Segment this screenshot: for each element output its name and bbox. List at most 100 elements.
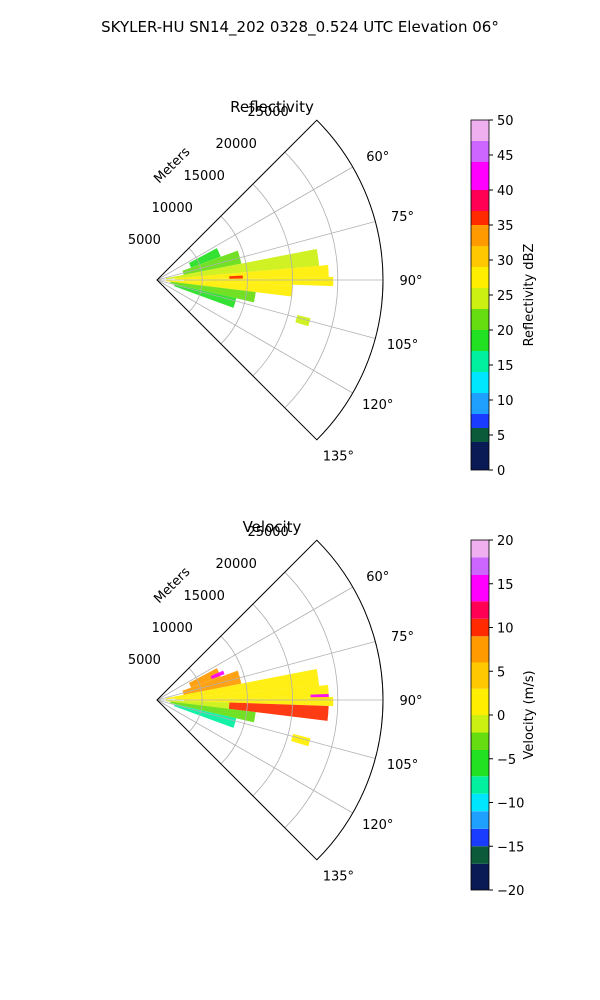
colorbar-tick-label: 10: [497, 622, 514, 637]
azimuth-spoke: [156, 699, 376, 759]
azimuth-tick-label: 75°: [391, 210, 414, 225]
echo-cell: [228, 702, 329, 721]
colorbar-swatch: [471, 309, 489, 330]
echo-cell: [184, 696, 334, 707]
colorbar-swatch: [471, 162, 489, 190]
echo-cell: [165, 668, 320, 700]
azimuth-spoke: [156, 699, 353, 814]
colorbar-tick-label: 50: [497, 114, 514, 129]
colorbar-swatch: [471, 442, 489, 470]
echo-cell: [182, 250, 242, 275]
colorbar-swatch: [471, 793, 489, 812]
azimuth-tick-label: 90°: [399, 274, 422, 289]
radial-tick-label: 15000: [184, 169, 225, 184]
colorbar: 0 5 10 15 20 25 30 35 40 45 50 Reflectivity dBZ: [470, 114, 537, 479]
radial-tick-label: 5000: [128, 653, 161, 668]
echo-cell: [184, 276, 334, 287]
colorbar-swatch: [471, 662, 489, 689]
panel-title: Reflectivity: [230, 98, 314, 116]
figure-title: SKYLER-HU SN14_202 0328_0.524 UTC Elevat…: [101, 18, 499, 37]
colorbar-swatch: [471, 330, 489, 351]
colorbar-swatch: [471, 351, 489, 372]
colorbar-swatch: [471, 372, 489, 393]
colorbar-tick-label: −20: [497, 884, 524, 899]
colorbar-swatch: [471, 393, 489, 414]
echo-cell: [175, 265, 329, 280]
colorbar-swatch: [471, 776, 489, 794]
colorbar-swatch: [471, 246, 489, 267]
reflectivity-panel: Reflectivity500010000150002000025000Mete…: [128, 98, 537, 479]
colorbar-swatch: [471, 225, 489, 246]
colorbar-tick-label: 15: [497, 578, 514, 593]
colorbar-swatch: [471, 575, 489, 602]
colorbar-swatch: [471, 211, 489, 225]
sector-frame: [156, 119, 384, 441]
colorbar-tick-label: 5: [497, 665, 505, 680]
azimuth-tick-label: 90°: [399, 694, 422, 709]
colorbar-tick-label: 35: [497, 219, 514, 234]
colorbar-label: Velocity (m/s): [522, 670, 537, 759]
sector-frame: [156, 539, 384, 861]
echo-cell: [170, 701, 256, 723]
radial-tick-label: 10000: [152, 201, 193, 216]
colorbar-tick-label: 10: [497, 394, 514, 409]
colorbar-tick-label: −15: [497, 840, 524, 855]
colorbar-swatch: [471, 863, 489, 890]
echo-cell: [188, 668, 221, 688]
radial-tick-label: 20000: [215, 557, 256, 572]
echo-cell: [210, 670, 225, 679]
azimuth-spoke: [156, 586, 353, 701]
azimuth-spoke: [156, 166, 353, 281]
radial-tick-label: 10000: [152, 621, 193, 636]
azimuth-spoke: [156, 221, 376, 281]
colorbar-swatch: [471, 618, 489, 637]
colorbar-tick-label: 45: [497, 149, 514, 164]
colorbar: −20 −15 −10 −5 0 5 10 15 20 Velocity (m/s): [470, 534, 537, 899]
colorbar-tick-label: 15: [497, 359, 514, 374]
colorbar-swatch: [471, 141, 489, 162]
azimuth-tick-label: 60°: [366, 150, 389, 165]
echo-cell: [173, 284, 237, 308]
echo-cell: [165, 248, 320, 280]
echo-cell: [165, 280, 293, 297]
panel-title: Velocity: [243, 518, 302, 536]
colorbar-tick-label: 20: [497, 324, 514, 339]
colorbar-swatch: [471, 120, 489, 141]
colorbar-swatch: [471, 190, 489, 211]
azimuth-tick-label: 120°: [362, 398, 393, 413]
echo-cell: [182, 670, 242, 695]
colorbar-tick-label: 20: [497, 534, 514, 549]
colorbar-swatch: [471, 828, 489, 847]
colorbar-swatch: [471, 750, 489, 777]
colorbar-swatch: [471, 540, 489, 558]
echo-cell: [229, 275, 243, 279]
azimuth-spoke: [156, 279, 353, 394]
echo-cell: [170, 281, 256, 303]
radial-tick-label: 25000: [247, 105, 288, 120]
colorbar-tick-label: 40: [497, 184, 514, 199]
colorbar-swatch: [471, 732, 489, 750]
colorbar-tick-label: 0: [497, 709, 505, 724]
colorbar-label: Reflectivity dBZ: [522, 244, 537, 347]
radial-tick-label: 5000: [128, 233, 161, 248]
echo-cell: [188, 248, 221, 268]
echo-field: [165, 248, 334, 327]
azimuth-tick-label: 75°: [391, 630, 414, 645]
colorbar-swatch: [471, 715, 489, 733]
radial-tick-label: 15000: [184, 589, 225, 604]
colorbar-swatch: [471, 688, 489, 715]
azimuth-spoke: [156, 279, 376, 339]
colorbar-swatch: [471, 601, 489, 619]
azimuth-tick-label: 120°: [362, 818, 393, 833]
colorbar-tick-label: −10: [497, 797, 524, 812]
radial-tick-label: 25000: [247, 525, 288, 540]
colorbar-tick-label: −5: [497, 753, 516, 768]
echo-cell: [165, 700, 230, 709]
echo-cell: [175, 685, 329, 700]
colorbar-swatch: [471, 557, 489, 575]
colorbar-tick-label: 5: [497, 429, 505, 444]
colorbar-tick-label: 30: [497, 254, 514, 269]
echo-field: [165, 668, 334, 747]
colorbar-tick-label: 0: [497, 464, 505, 479]
